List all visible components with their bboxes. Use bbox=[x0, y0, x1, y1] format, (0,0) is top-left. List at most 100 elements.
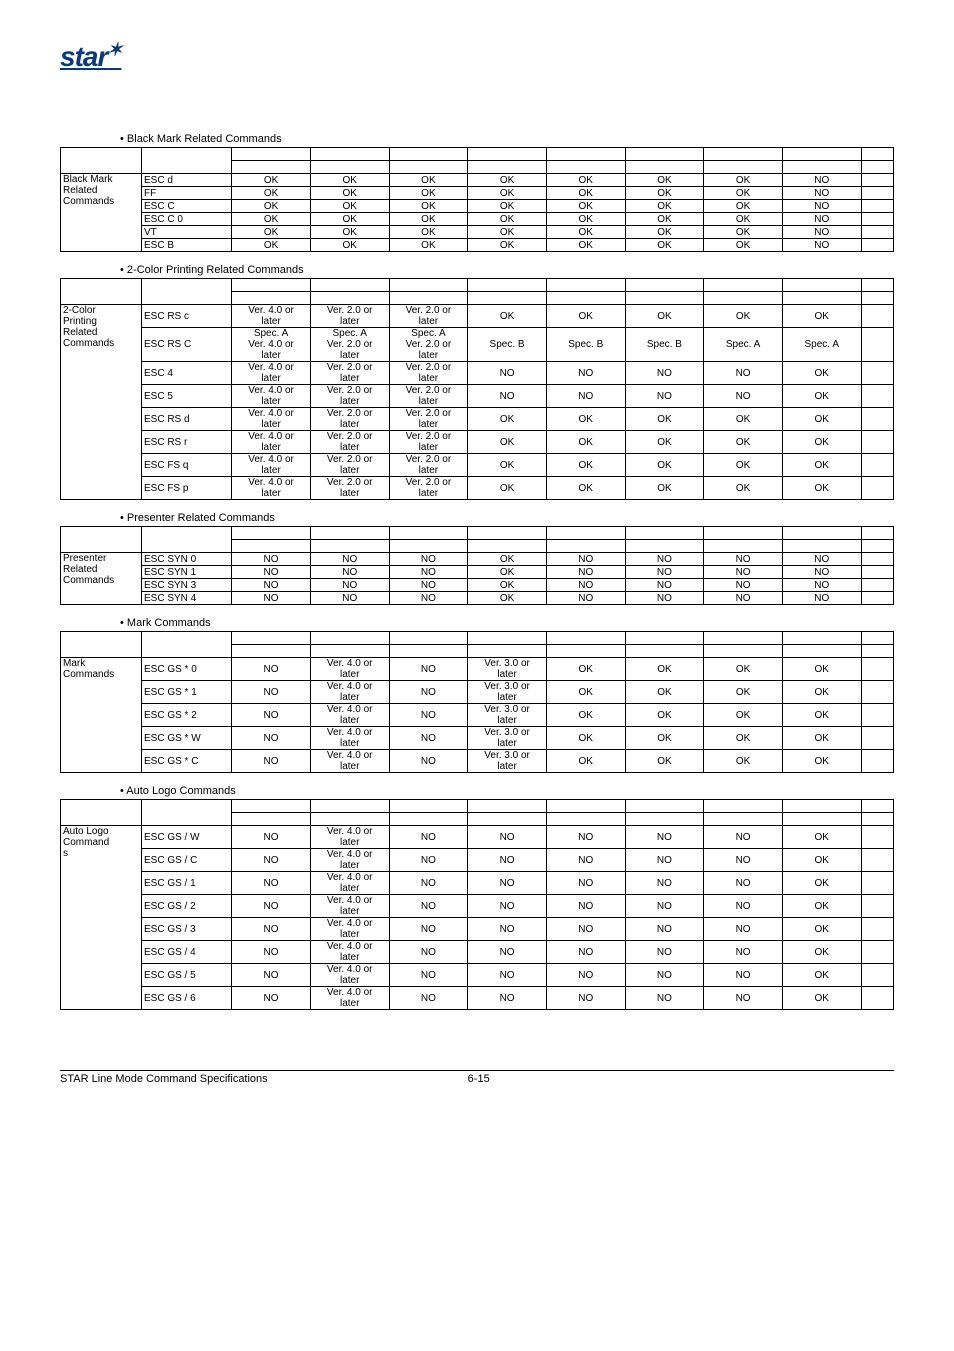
sections-container: • Black Mark Related CommandsBlack MarkR… bbox=[60, 133, 894, 1010]
data-cell: Ver. 2.0 orlater bbox=[389, 431, 468, 454]
data-cell: NO bbox=[546, 964, 625, 987]
table-header-cell bbox=[389, 800, 468, 813]
data-cell: OK bbox=[704, 681, 783, 704]
table-header-cell bbox=[625, 800, 704, 813]
table-header-cell bbox=[861, 540, 893, 553]
table-row: ESC GS * CNOVer. 4.0 orlaterNOVer. 3.0 o… bbox=[61, 750, 894, 773]
table-header-cell bbox=[310, 540, 389, 553]
data-cell bbox=[861, 579, 893, 592]
table-row: ESC GS / 1NOVer. 4.0 orlaterNONONONONOOK bbox=[61, 872, 894, 895]
table-row: VTOKOKOKOKOKOKOKNO bbox=[61, 226, 894, 239]
table-header-cell bbox=[782, 800, 861, 813]
data-cell: OK bbox=[468, 305, 547, 328]
table-row: ESC FS pVer. 4.0 orlaterVer. 2.0 orlater… bbox=[61, 477, 894, 500]
table-header-cell bbox=[546, 632, 625, 645]
table-header-cell bbox=[704, 645, 783, 658]
data-cell: NO bbox=[625, 918, 704, 941]
group-label-cell: 2-ColorPrintingRelatedCommands bbox=[61, 305, 142, 500]
data-cell: OK bbox=[546, 174, 625, 187]
data-cell: NO bbox=[782, 213, 861, 226]
data-cell: NO bbox=[389, 849, 468, 872]
data-cell: OK bbox=[468, 553, 547, 566]
data-cell: NO bbox=[704, 964, 783, 987]
data-cell: NO bbox=[468, 918, 547, 941]
data-cell bbox=[861, 658, 893, 681]
logo-text: star✶ bbox=[60, 41, 121, 72]
table-header-cell bbox=[232, 645, 311, 658]
data-cell: OK bbox=[704, 750, 783, 773]
data-cell: NO bbox=[546, 872, 625, 895]
group-label-cell: MarkCommands bbox=[61, 658, 142, 773]
data-cell: OK bbox=[468, 213, 547, 226]
data-cell: Ver. 4.0 orlater bbox=[310, 941, 389, 964]
data-cell bbox=[861, 408, 893, 431]
table-header-cell bbox=[625, 645, 704, 658]
data-cell bbox=[861, 941, 893, 964]
data-cell: Spec. A bbox=[704, 328, 783, 362]
table-row: ESC GS * 1NOVer. 4.0 orlaterNOVer. 3.0 o… bbox=[61, 681, 894, 704]
table-header-cell bbox=[468, 645, 547, 658]
data-cell: NO bbox=[704, 385, 783, 408]
data-cell: OK bbox=[389, 213, 468, 226]
data-cell: OK bbox=[468, 431, 547, 454]
logo: star✶ bbox=[60, 40, 894, 73]
data-cell: OK bbox=[546, 750, 625, 773]
data-cell: OK bbox=[546, 681, 625, 704]
data-cell: NO bbox=[468, 987, 547, 1010]
table-header-row bbox=[61, 632, 894, 645]
data-cell bbox=[861, 872, 893, 895]
data-cell: OK bbox=[389, 187, 468, 200]
data-cell: Ver. 4.0 orlater bbox=[310, 918, 389, 941]
table-header-cell bbox=[232, 813, 311, 826]
table-header-cell bbox=[141, 279, 231, 305]
data-cell bbox=[861, 385, 893, 408]
command-cell: ESC GS / 1 bbox=[141, 872, 231, 895]
data-cell bbox=[861, 200, 893, 213]
table-header-cell bbox=[468, 292, 547, 305]
data-cell: OK bbox=[782, 477, 861, 500]
data-cell: OK bbox=[468, 592, 547, 605]
table-header-cell bbox=[468, 813, 547, 826]
data-cell: OK bbox=[546, 704, 625, 727]
table-header-cell bbox=[782, 813, 861, 826]
data-cell: OK bbox=[625, 239, 704, 252]
table-header-cell bbox=[310, 632, 389, 645]
table-header-cell bbox=[61, 632, 142, 658]
table-header-cell bbox=[625, 161, 704, 174]
table-header-cell bbox=[468, 148, 547, 161]
data-cell: NO bbox=[232, 872, 311, 895]
command-cell: ESC GS / 3 bbox=[141, 918, 231, 941]
data-cell: OK bbox=[782, 964, 861, 987]
command-cell: ESC GS / C bbox=[141, 849, 231, 872]
data-cell: NO bbox=[232, 918, 311, 941]
data-cell: OK bbox=[782, 408, 861, 431]
data-cell: OK bbox=[704, 239, 783, 252]
data-cell bbox=[861, 566, 893, 579]
data-cell: OK bbox=[468, 200, 547, 213]
data-cell: OK bbox=[389, 174, 468, 187]
table-header-cell bbox=[310, 148, 389, 161]
data-cell: OK bbox=[782, 704, 861, 727]
data-cell: Ver. 4.0 orlater bbox=[310, 987, 389, 1010]
data-cell: OK bbox=[625, 750, 704, 773]
data-cell: NO bbox=[468, 964, 547, 987]
data-cell: OK bbox=[704, 200, 783, 213]
table-header-cell bbox=[782, 645, 861, 658]
data-cell: NO bbox=[782, 226, 861, 239]
table-header-cell bbox=[704, 632, 783, 645]
data-cell: OK bbox=[625, 681, 704, 704]
table-header-cell bbox=[468, 800, 547, 813]
table-header-cell bbox=[468, 540, 547, 553]
data-cell: Ver. 4.0 orlater bbox=[232, 477, 311, 500]
data-cell: OK bbox=[625, 187, 704, 200]
data-cell: OK bbox=[704, 187, 783, 200]
table-header-cell bbox=[389, 632, 468, 645]
table-header-cell bbox=[468, 279, 547, 292]
command-cell: ESC 5 bbox=[141, 385, 231, 408]
data-cell: NO bbox=[782, 566, 861, 579]
data-cell: Ver. 3.0 orlater bbox=[468, 658, 547, 681]
data-cell bbox=[861, 895, 893, 918]
data-cell: Ver. 2.0 orlater bbox=[389, 477, 468, 500]
section-title: • Presenter Related Commands bbox=[120, 512, 894, 524]
command-cell: ESC SYN 1 bbox=[141, 566, 231, 579]
